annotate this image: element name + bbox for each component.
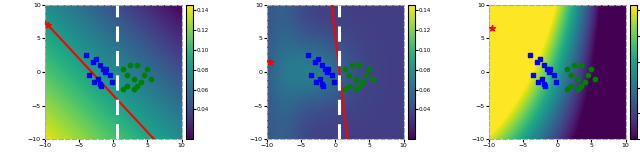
Point (317, 84, 328, 87)
Point (487, 27, 497, 30)
Point (315, 78, 325, 80)
Point (265, 61, 275, 63)
Point (313, 57, 323, 60)
Point (351, 78, 361, 80)
Point (88, 61, 98, 63)
Point (118, 88, 129, 90)
Point (94, 64, 104, 67)
Point (579, 81, 589, 83)
Point (573, 78, 583, 80)
Point (340, 88, 351, 90)
Point (43, 24, 53, 26)
Point (329, 81, 339, 83)
Point (100, 71, 110, 73)
Point (320, 67, 330, 70)
Point (340, 67, 351, 70)
Point (540, 84, 550, 87)
Point (532, 61, 542, 63)
Point (569, 64, 579, 67)
Point (89, 81, 99, 83)
Point (91, 57, 101, 60)
Point (533, 81, 543, 83)
Point (563, 88, 573, 90)
Point (326, 74, 337, 77)
Point (351, 88, 361, 90)
Point (303, 54, 313, 57)
Point (129, 78, 139, 80)
Point (367, 78, 378, 80)
Point (310, 61, 320, 63)
Point (94, 83, 104, 86)
Point (96, 84, 106, 87)
Point (566, 74, 576, 77)
Point (583, 74, 593, 77)
Point (542, 67, 552, 70)
Point (316, 64, 326, 67)
Point (544, 71, 554, 73)
Point (322, 71, 332, 73)
Point (311, 81, 321, 83)
Point (548, 74, 559, 77)
Point (576, 64, 586, 67)
Point (104, 74, 115, 77)
Point (306, 74, 316, 77)
Point (139, 74, 149, 77)
Point (93, 78, 103, 80)
Point (142, 67, 152, 70)
Point (344, 84, 354, 87)
Point (98, 67, 108, 70)
Point (354, 84, 364, 87)
Point (129, 88, 139, 90)
Point (573, 88, 583, 90)
Point (125, 64, 136, 67)
Point (122, 84, 132, 87)
Point (118, 67, 129, 70)
Point (589, 78, 600, 80)
Point (538, 83, 548, 86)
Point (347, 64, 357, 67)
Point (525, 54, 535, 57)
Point (364, 67, 374, 70)
Point (344, 74, 354, 77)
Point (537, 78, 547, 80)
Point (122, 74, 132, 77)
Point (136, 81, 146, 83)
Point (84, 74, 94, 77)
Point (586, 67, 596, 70)
Point (354, 64, 364, 67)
Point (146, 78, 156, 80)
Point (566, 84, 576, 87)
Point (323, 67, 333, 70)
Point (563, 67, 573, 70)
Point (528, 74, 538, 77)
Point (81, 54, 91, 57)
Point (361, 74, 371, 77)
Point (316, 83, 326, 86)
Point (550, 81, 561, 83)
Point (132, 64, 142, 67)
Point (101, 67, 111, 70)
Point (545, 67, 556, 70)
Point (535, 57, 545, 60)
Point (538, 64, 548, 67)
Point (107, 81, 117, 83)
Point (132, 84, 142, 87)
Point (357, 81, 367, 83)
Point (576, 84, 586, 87)
